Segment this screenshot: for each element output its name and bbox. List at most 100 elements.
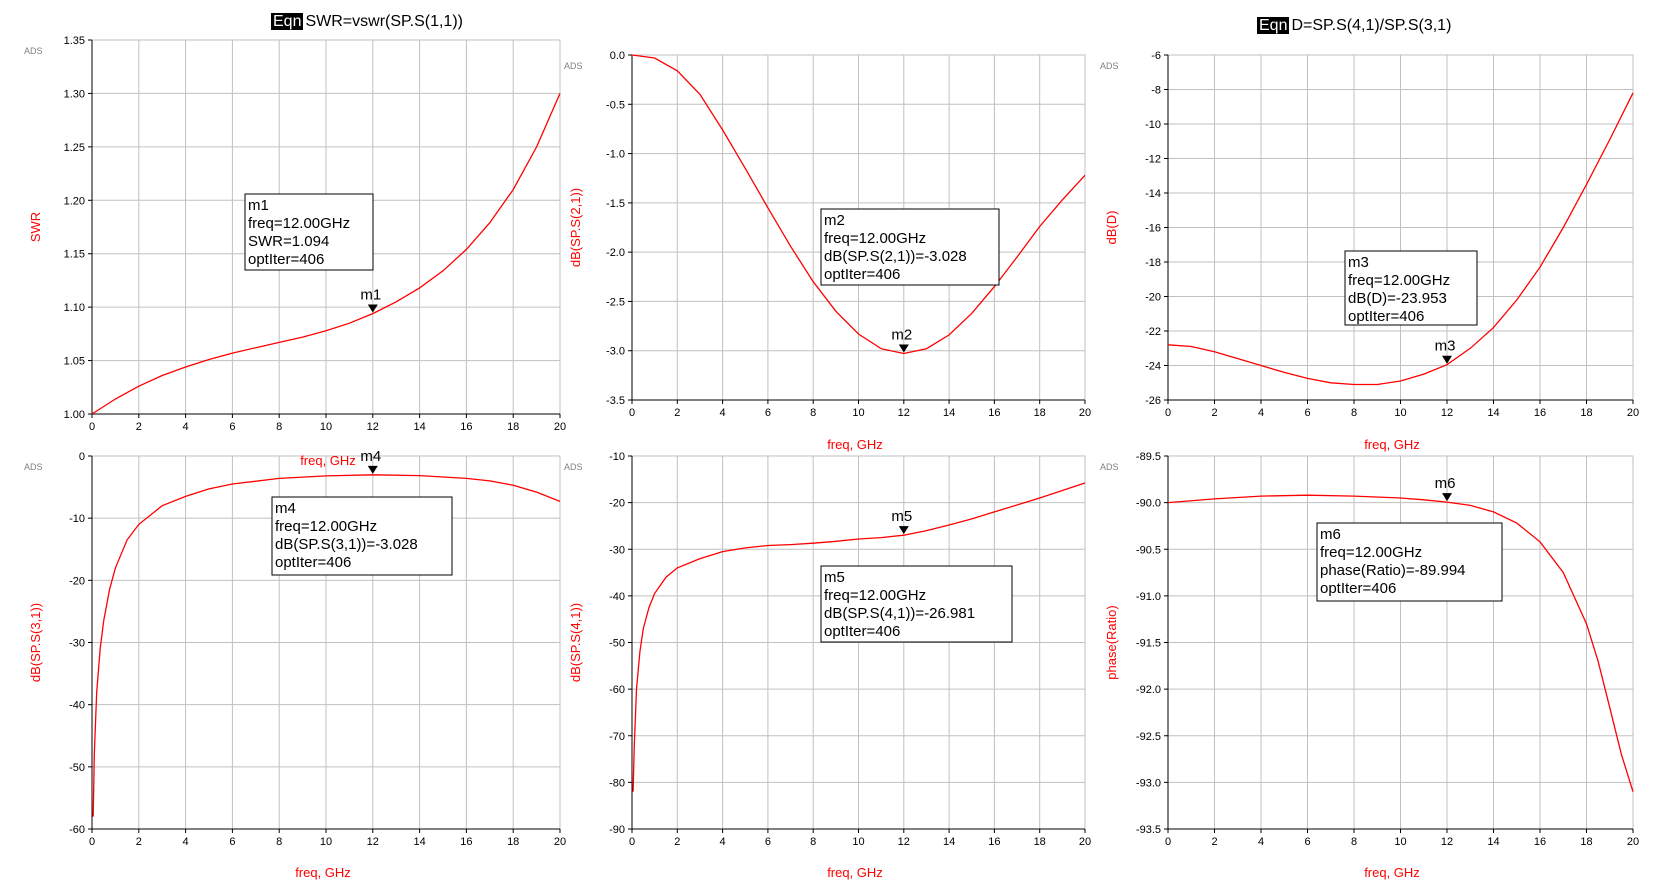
x-tick-label: 18 <box>507 836 519 848</box>
y-tick-label: -24 <box>1145 361 1161 373</box>
ads-watermark: ADS <box>1100 61 1119 71</box>
y-tick-label: -30 <box>609 544 625 556</box>
x-tick-label: 12 <box>898 407 910 419</box>
x-tick-label: 10 <box>852 836 864 848</box>
marker-readout-line: freq=12.00GHz <box>824 587 926 604</box>
x-tick-label: 8 <box>276 421 282 433</box>
x-tick-label: 20 <box>1627 407 1639 419</box>
x-tick-label: 2 <box>136 836 142 848</box>
marker-readout-line: freq=12.00GHz <box>824 230 926 247</box>
x-tick-label: 10 <box>320 836 332 848</box>
y-tick-label: -10 <box>609 451 625 463</box>
marker-readout-line: m5 <box>824 569 845 586</box>
marker-readout-line: freq=12.00GHz <box>1320 544 1422 561</box>
y-tick-label: -2.5 <box>606 296 625 308</box>
marker-readout-box <box>271 496 453 576</box>
y-tick-label: -60 <box>609 684 625 696</box>
x-tick-label: 0 <box>89 836 95 848</box>
x-tick-label: 14 <box>413 421 425 433</box>
x-tick-label: 14 <box>1487 836 1499 848</box>
x-tick-label: 6 <box>1304 836 1310 848</box>
marker-triangle <box>898 526 909 535</box>
marker-readout-box <box>1316 522 1503 602</box>
y-tick-label: -93.0 <box>1136 777 1161 789</box>
y-tick-label: -2.0 <box>606 247 625 259</box>
x-tick-label: 16 <box>988 407 1000 419</box>
y-tick-label: -90.5 <box>1136 544 1161 556</box>
x-tick-label: 4 <box>183 421 189 433</box>
x-tick-label: 6 <box>229 421 235 433</box>
x-tick-label: 0 <box>1165 407 1171 419</box>
y-tick-label: -12 <box>1145 154 1161 166</box>
marker-readout-line: optIter=406 <box>248 251 324 268</box>
y-tick-label: -30 <box>69 638 85 650</box>
x-tick-label: 20 <box>1627 836 1639 848</box>
x-axis-label: freq, GHz <box>1364 865 1420 880</box>
y-tick-label: -50 <box>609 638 625 650</box>
series-line <box>632 482 1086 792</box>
series-line <box>1167 494 1634 792</box>
x-tick-label: 14 <box>943 407 955 419</box>
x-tick-label: 20 <box>554 836 566 848</box>
marker-name: m2 <box>891 326 912 343</box>
x-tick-label: 8 <box>1351 836 1357 848</box>
marker-readout-line: dB(SP.S(3,1))=-3.028 <box>275 536 418 553</box>
y-tick-label: -80 <box>609 777 625 789</box>
y-tick-label: 1.15 <box>64 249 85 261</box>
y-tick-label: 1.05 <box>64 356 85 368</box>
y-tick-label: 1.20 <box>64 195 85 207</box>
marker-readout-line: m3 <box>1348 254 1369 271</box>
marker-readout-line: phase(Ratio)=-89.994 <box>1320 562 1466 579</box>
x-axis-label: freq, GHz <box>1364 437 1420 452</box>
marker-readout-line: m4 <box>275 500 296 517</box>
ads-watermark: ADS <box>564 462 583 472</box>
y-axis-label: dB(D) <box>1104 211 1119 245</box>
x-tick-label: 10 <box>852 407 864 419</box>
marker-readout-line: m6 <box>1320 526 1341 543</box>
x-tick-label: 4 <box>720 407 726 419</box>
ads-watermark: ADS <box>564 61 583 71</box>
x-tick-label: 14 <box>943 836 955 848</box>
x-tick-label: 6 <box>765 836 771 848</box>
y-tick-label: -22 <box>1145 326 1161 338</box>
y-tick-label: -0.5 <box>606 99 625 111</box>
x-tick-label: 2 <box>136 421 142 433</box>
x-tick-label: 18 <box>1580 407 1592 419</box>
stray-x-axis-label: freq, GHz <box>300 453 356 468</box>
x-tick-label: 12 <box>1441 836 1453 848</box>
series-line <box>1167 92 1634 386</box>
y-axis-label: dB(SP.S(4,1)) <box>568 603 583 682</box>
marker-readout-line: m1 <box>248 197 269 214</box>
marker-readout-box <box>1344 250 1478 326</box>
marker-readout-line: dB(D)=-23.953 <box>1348 290 1447 307</box>
marker-name: m3 <box>1435 338 1456 355</box>
ads-watermark: ADS <box>24 46 43 56</box>
y-tick-label: 1.35 <box>64 35 85 47</box>
x-tick-label: 2 <box>674 836 680 848</box>
equation-swr: Eqn SWR=vswr(SP.S(1,1)) <box>271 13 463 31</box>
x-tick-label: 12 <box>367 836 379 848</box>
equation-text: D=SP.S(4,1)/SP.S(3,1) <box>1291 17 1452 34</box>
x-tick-label: 16 <box>460 421 472 433</box>
series-line <box>631 54 1086 355</box>
y-tick-label: -90 <box>609 824 625 836</box>
x-tick-label: 6 <box>765 407 771 419</box>
ads-watermark: ADS <box>1100 462 1119 472</box>
y-tick-label: -20 <box>69 575 85 587</box>
y-tick-label: -14 <box>1145 188 1161 200</box>
y-axis-label: SWR <box>28 212 43 242</box>
y-tick-label: -90.0 <box>1136 498 1161 510</box>
marker-triangle <box>898 344 909 353</box>
x-tick-label: 4 <box>720 836 726 848</box>
series-line <box>92 474 561 817</box>
y-tick-label: 0.0 <box>610 50 625 62</box>
marker-triangle <box>367 304 378 313</box>
y-tick-label: -18 <box>1145 257 1161 269</box>
x-tick-label: 8 <box>276 836 282 848</box>
x-tick-label: 16 <box>1534 407 1546 419</box>
y-axis-label: dB(SP.S(2,1)) <box>568 188 583 267</box>
x-tick-label: 2 <box>1211 407 1217 419</box>
x-tick-label: 8 <box>1351 407 1357 419</box>
marker-readout-line: dB(SP.S(2,1))=-3.028 <box>824 248 967 265</box>
